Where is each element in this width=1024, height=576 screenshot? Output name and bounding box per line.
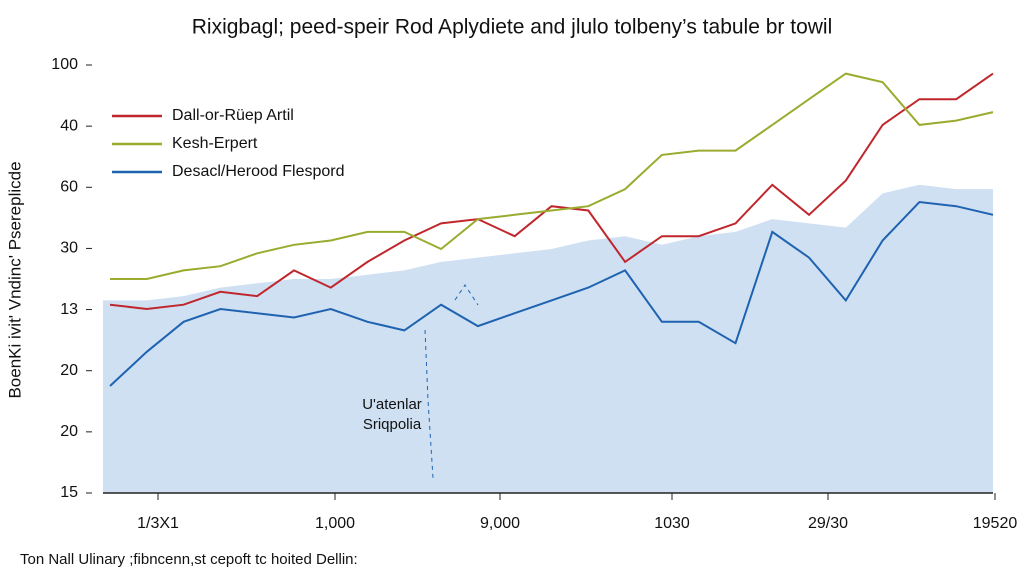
annotation: U'atenlar: [362, 396, 422, 413]
legend-label: Desacl/Herood Flespord: [172, 163, 345, 180]
y-tick-label: 13: [60, 301, 78, 318]
footer: Ton Nall Ulinary ;fibncenn,st cepoft tc …: [20, 551, 358, 568]
x-tick-label: 9,000: [480, 515, 520, 532]
x-tick-label: 29/30: [808, 515, 848, 532]
y-tick-label: 40: [60, 117, 78, 134]
annotation-pointer: [424, 329, 434, 479]
legend-label: Dall-or-Rüep Artil: [172, 107, 294, 124]
area: [103, 184, 993, 494]
x-tick-label: 1/3X1: [137, 515, 179, 532]
y-tick-label: 60: [60, 179, 78, 196]
annotation-pointer: [454, 284, 479, 306]
y-tick-label: 100: [51, 56, 78, 73]
annotation: Sriqpolia: [363, 416, 422, 433]
y-tick-label: 20: [60, 362, 78, 379]
x-tick-label: 1030: [654, 515, 690, 532]
line: [110, 72, 994, 280]
y-axis-label: BoenKi ivit' Vndinc' Psereplicde: [5, 161, 24, 398]
y-tick-label: 15: [60, 484, 78, 501]
chart-title: Rixigbagl; peed-speir Rod Aplydiete and …: [192, 16, 833, 39]
x-tick-label: 19520: [973, 515, 1018, 532]
y-tick-label: 30: [60, 240, 78, 257]
legend-label: Kesh-Erpert: [172, 135, 258, 152]
y-tick-label: 20: [60, 423, 78, 440]
x-tick-label: 1,000: [315, 515, 355, 532]
line: [109, 72, 994, 311]
line: [109, 200, 994, 387]
